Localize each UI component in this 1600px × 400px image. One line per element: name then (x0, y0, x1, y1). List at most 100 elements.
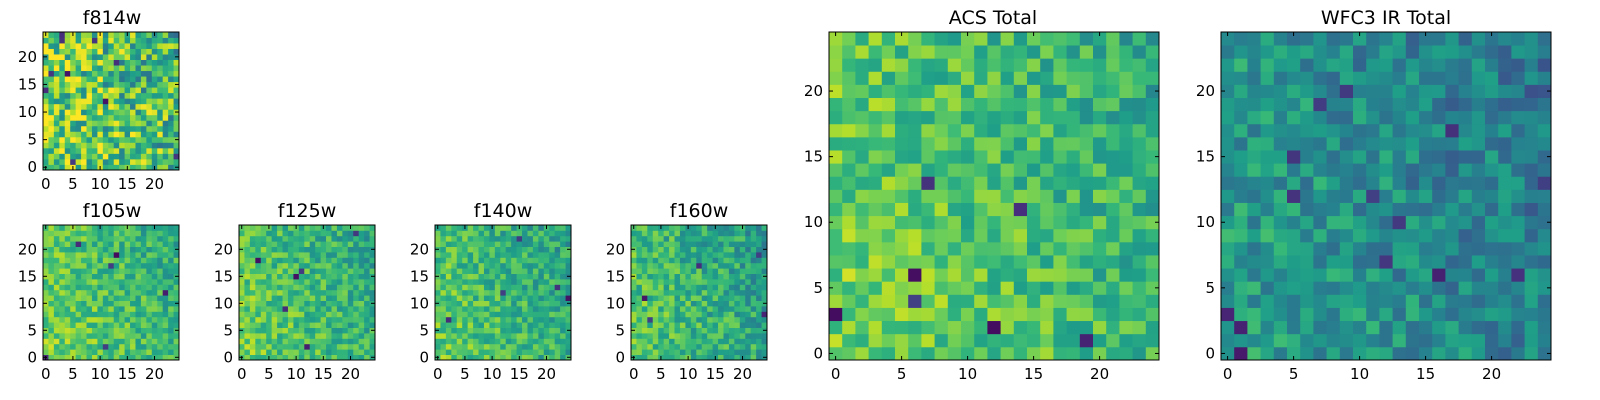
heatmap-cell (1027, 346, 1041, 361)
heatmap-cell (108, 284, 115, 291)
heatmap-cell (81, 327, 87, 334)
heatmap-cell (478, 311, 485, 318)
heatmap-cell (75, 32, 82, 38)
heatmap-cell (81, 257, 87, 264)
heatmap-cell (734, 235, 741, 242)
heatmap-cell (162, 147, 169, 154)
heatmap-cell (842, 346, 856, 361)
heatmap-cell (298, 246, 305, 253)
heatmap-cell (1471, 176, 1486, 190)
heatmap-cell (868, 45, 883, 59)
heatmap-cell (102, 131, 109, 138)
heatmap-cell (260, 300, 267, 307)
heatmap-cell (895, 294, 909, 308)
heatmap-cell (669, 338, 675, 345)
heatmap-cell (70, 268, 77, 274)
heatmap-cell (119, 76, 125, 83)
heatmap-cell (239, 311, 245, 318)
heatmap-cell (146, 235, 153, 242)
heatmap-cell (961, 176, 975, 190)
heatmap-cell (298, 273, 305, 280)
heatmap-cell (1326, 58, 1341, 72)
heatmap-cell (146, 37, 153, 44)
heatmap-cell (81, 65, 87, 72)
heatmap-cell (440, 306, 447, 312)
heatmap-cell (91, 32, 98, 38)
heatmap-cell (636, 235, 643, 242)
heatmap-cell (538, 241, 545, 247)
heatmap-cell (707, 333, 713, 339)
heatmap-cell (549, 241, 556, 247)
heatmap-cell (1040, 32, 1054, 46)
heatmap-cell (868, 58, 883, 72)
heatmap-cell (108, 235, 115, 242)
heatmap-cell (48, 32, 55, 38)
heatmap-cell (560, 327, 566, 334)
heatmap-cell (1234, 136, 1248, 151)
heatmap-cell (173, 262, 180, 269)
heatmap-cell (669, 279, 675, 285)
heatmap-cell (1524, 294, 1539, 308)
heatmap-cell (921, 202, 935, 217)
heatmap-cell (48, 354, 55, 361)
heatmap-cell (440, 284, 447, 291)
heatmap-cell (467, 289, 474, 296)
heatmap-cell (124, 98, 131, 105)
heatmap-cell (108, 153, 115, 160)
heatmap-cell (1511, 307, 1525, 322)
heatmap-cell (451, 262, 458, 269)
heatmap-cell (342, 306, 349, 312)
heatmap-cell (75, 158, 82, 165)
heatmap-cell (674, 295, 681, 301)
heatmap-cell (255, 333, 262, 339)
heatmap-cell (473, 241, 479, 247)
heatmap-cell (478, 295, 485, 301)
heatmap-cell (756, 289, 762, 296)
heatmap-cell (315, 295, 321, 301)
heatmap-cell (855, 228, 869, 243)
heatmap-cell (1300, 97, 1314, 112)
heatmap-cell (91, 98, 98, 105)
heatmap-cell (75, 262, 82, 269)
heatmap-cell (75, 230, 82, 237)
heatmap-cell (124, 48, 131, 55)
heatmap-cell (135, 316, 142, 323)
heatmap-cell (881, 176, 896, 190)
heatmap-cell (1379, 176, 1393, 190)
heatmap-cell (663, 225, 670, 231)
heatmap-cell (647, 343, 654, 350)
heatmap-cell (974, 176, 988, 190)
heatmap-cell (119, 343, 125, 350)
heatmap-cell (81, 338, 87, 345)
heatmap-cell (81, 142, 87, 149)
heatmap-cell (560, 343, 566, 350)
heatmap-cell (456, 230, 463, 237)
heatmap-cell (505, 246, 512, 253)
heatmap-cell (690, 289, 697, 296)
heatmap-cell (1353, 189, 1367, 203)
heatmap-cell (554, 273, 561, 280)
heatmap-cell (1145, 228, 1160, 243)
heatmap-cell (1432, 228, 1446, 243)
heatmap-cell (75, 153, 82, 160)
heatmap-cell (934, 45, 949, 59)
heatmap-cell (277, 246, 283, 253)
heatmap-cell (75, 300, 82, 307)
x-tick-label: 5 (68, 175, 78, 193)
heatmap-cell (723, 333, 730, 339)
heatmap-cell (298, 338, 305, 345)
heatmap-cell (560, 252, 566, 258)
heatmap-cell (157, 300, 164, 307)
heatmap-cell (75, 109, 82, 116)
heatmap-cell (516, 262, 523, 269)
heatmap-cell (750, 333, 757, 339)
heatmap-cell (43, 241, 49, 247)
heatmap-cell (855, 268, 869, 282)
heatmap-cell (244, 322, 251, 328)
heatmap-cell (130, 142, 136, 149)
heatmap-cell (696, 230, 703, 237)
heatmap-cell (987, 268, 1001, 282)
heatmap-cell (1353, 71, 1367, 85)
heatmap-cell (315, 322, 321, 328)
heatmap-cell (320, 338, 327, 345)
